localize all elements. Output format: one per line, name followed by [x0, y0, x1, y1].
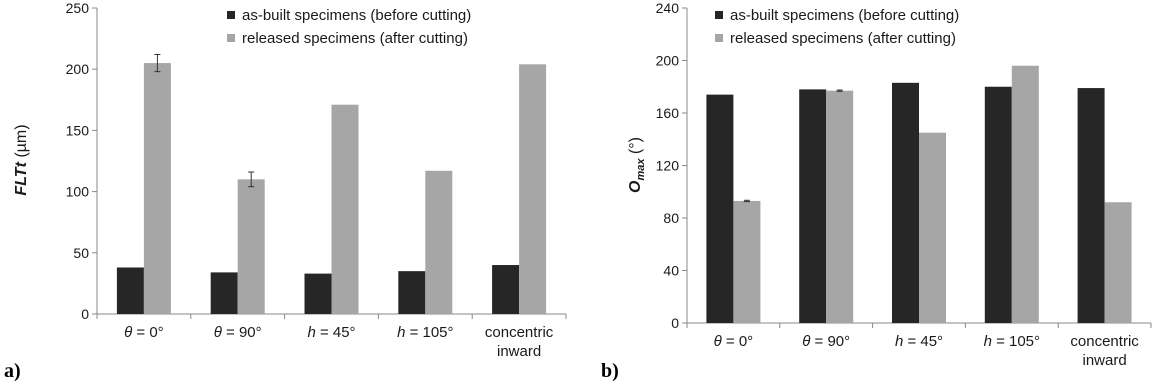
- bar-released: [237, 179, 265, 314]
- bar-as-built: [304, 273, 332, 314]
- x-category-label: h = 105°: [984, 333, 1040, 350]
- x-category-label: h = 45°: [895, 333, 943, 350]
- bar-released: [143, 63, 171, 314]
- x-category-label: θ = 90°: [214, 324, 262, 341]
- legend-label: as-built specimens (before cutting): [730, 7, 959, 24]
- bar-released: [919, 132, 946, 323]
- y-tick-label: 250: [66, 0, 90, 16]
- y-tick-label: 200: [66, 61, 90, 77]
- bar-as-built: [799, 89, 827, 323]
- bar-as-built: [116, 267, 144, 314]
- bar-released: [826, 90, 854, 323]
- panel-label: a): [4, 360, 21, 382]
- y-axis-title: FLTt (µm): [13, 124, 30, 195]
- x-category-label: θ = 90°: [802, 333, 850, 350]
- legend-swatch: [227, 11, 235, 19]
- y-tick-label: 160: [656, 105, 680, 121]
- x-category-label: concentric: [485, 324, 554, 341]
- x-category-label: inward: [1083, 352, 1127, 369]
- legend-label: released specimens (after cutting): [242, 30, 468, 47]
- bar-as-built: [892, 82, 919, 323]
- chart-panel-a: 0 50 100 150 200 250 θ = 0° θ = 90° h = 45° h = 1…: [4, 0, 567, 382]
- y-tick-label: 150: [66, 122, 90, 138]
- y-tick-label: 80: [663, 210, 679, 226]
- x-category-label: inward: [497, 343, 541, 360]
- legend-label: released specimens (after cutting): [730, 30, 956, 47]
- x-category-label: h = 45°: [307, 324, 355, 341]
- y-tick-label: 40: [663, 263, 679, 279]
- y-axis-title: Omax (°): [627, 137, 647, 193]
- x-category-label: θ = 0°: [714, 333, 754, 350]
- legend-swatch: [227, 34, 235, 42]
- bar-released: [1011, 65, 1039, 323]
- bar-as-built: [398, 271, 426, 314]
- x-category-label: concentric: [1070, 333, 1139, 350]
- bar-released: [331, 104, 359, 314]
- y-tick-label: 100: [66, 184, 90, 200]
- chart-panel-b: 0 40 80 120 160 200 240 θ = 0° θ = 90° h = 45° h =…: [601, 0, 1152, 382]
- bar-as-built: [1077, 88, 1105, 323]
- legend-label: as-built specimens (before cutting): [242, 7, 471, 24]
- bar-as-built: [210, 272, 238, 314]
- panel-label: b): [601, 360, 619, 382]
- y-tick-label: 0: [671, 315, 679, 331]
- y-tick-label: 50: [73, 245, 89, 261]
- legend-swatch: [715, 34, 723, 42]
- bar-released: [733, 200, 761, 323]
- y-tick-label: 0: [81, 306, 89, 322]
- bar-released: [1104, 202, 1132, 323]
- y-tick-label: 200: [656, 53, 680, 69]
- x-category-label: θ = 0°: [124, 324, 164, 341]
- bar-as-built: [492, 265, 520, 314]
- legend-swatch: [715, 11, 723, 19]
- bar-released: [425, 170, 453, 314]
- y-tick-label: 240: [656, 0, 680, 16]
- y-tick-label: 120: [656, 158, 680, 174]
- x-category-label: h = 105°: [397, 324, 453, 341]
- bar-as-built: [706, 94, 734, 323]
- bar-as-built: [984, 86, 1012, 323]
- bar-released: [519, 64, 547, 314]
